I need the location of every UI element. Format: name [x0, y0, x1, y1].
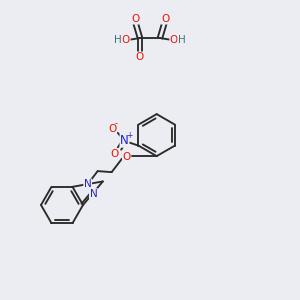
Text: -: -	[115, 119, 118, 128]
Text: +: +	[126, 131, 133, 140]
Text: O: O	[110, 148, 118, 159]
Text: H: H	[114, 35, 122, 45]
Text: O: O	[108, 124, 117, 134]
Text: N: N	[89, 189, 97, 199]
Text: O: O	[122, 35, 130, 45]
Text: O: O	[131, 14, 139, 24]
Text: N: N	[84, 179, 92, 189]
Text: H: H	[178, 35, 186, 45]
Text: N: N	[120, 134, 129, 147]
Text: O: O	[136, 52, 144, 62]
Text: O: O	[122, 152, 131, 162]
Text: O: O	[161, 14, 169, 24]
Text: O: O	[170, 35, 178, 45]
